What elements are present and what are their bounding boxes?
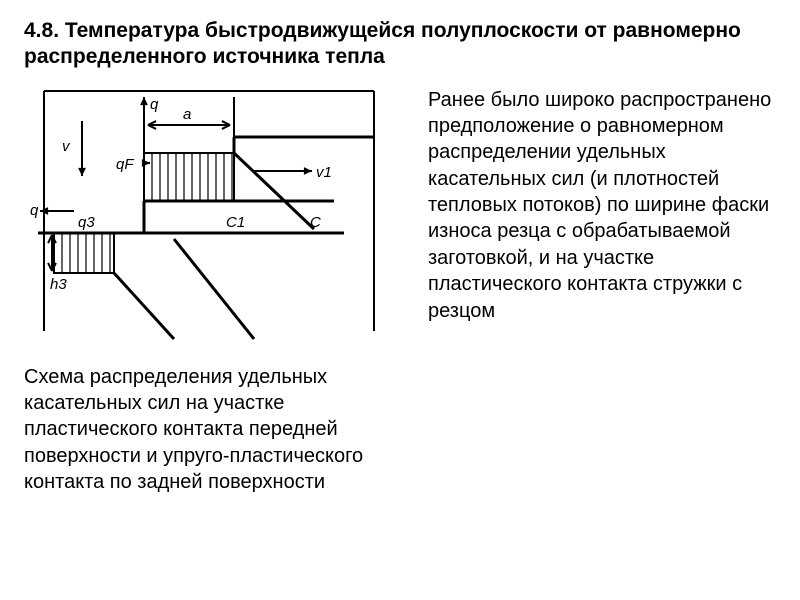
left-column: q a qF v1 v q q3 h3 C1 C Схема распределения удел… <box>24 83 414 496</box>
svg-text:q: q <box>30 202 39 219</box>
diagram: q a qF v1 v q q3 h3 C1 C <box>24 83 414 348</box>
svg-text:q3: q3 <box>78 214 95 231</box>
svg-text:C: C <box>310 214 321 231</box>
svg-text:v: v <box>62 138 71 155</box>
svg-text:a: a <box>183 106 191 123</box>
svg-text:C1: C1 <box>226 214 245 231</box>
svg-text:h3: h3 <box>50 276 67 293</box>
svg-text:q: q <box>150 96 159 113</box>
right-column: Ранее было широко распространено предпол… <box>428 83 776 496</box>
page-title: 4.8. Температура быстродвижущейся полупл… <box>24 18 776 71</box>
diagram-caption: Схема распределения удельных касательных… <box>24 364 414 496</box>
content-row: q a qF v1 v q q3 h3 C1 C Схема распределения удел… <box>24 83 776 496</box>
body-paragraph: Ранее было широко распространено предпол… <box>428 87 776 325</box>
svg-text:v1: v1 <box>316 164 332 181</box>
svg-text:qF: qF <box>116 156 134 173</box>
